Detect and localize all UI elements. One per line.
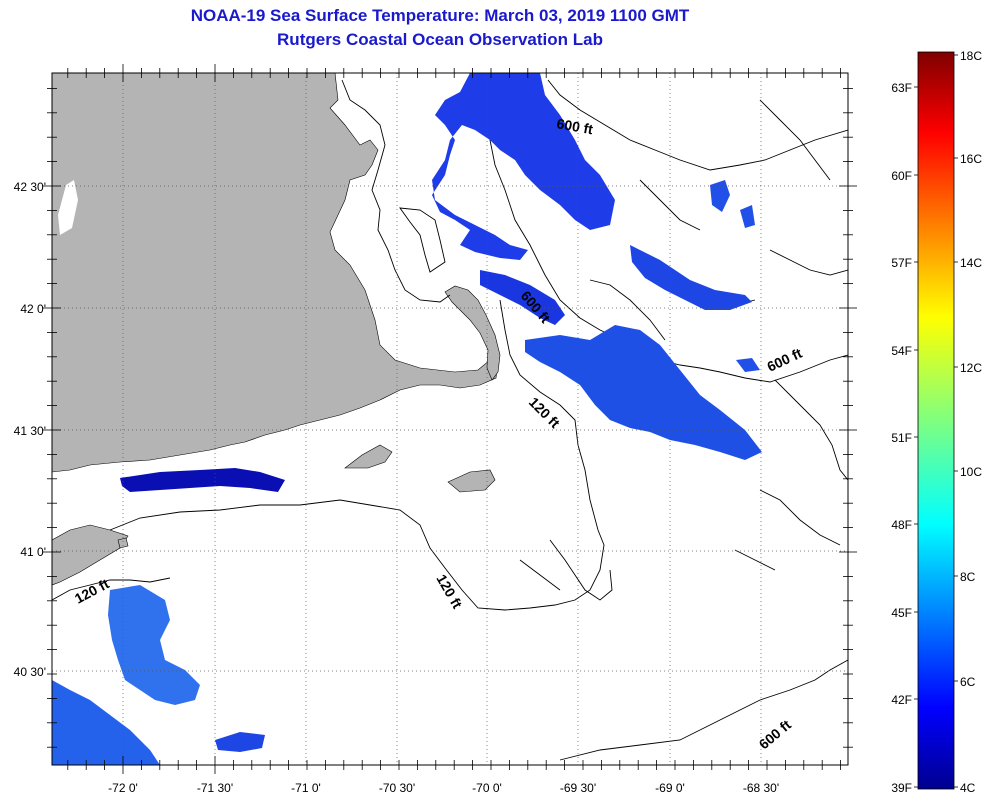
sst-patch-georges-north bbox=[525, 325, 762, 460]
cb-label-c: 10C bbox=[960, 465, 982, 479]
lon-label: -68 30' bbox=[743, 781, 779, 795]
sst-patch-nantucket-sound bbox=[120, 468, 285, 492]
sst-patch-gulf-of-maine-mid bbox=[480, 270, 565, 325]
colorbar-scale bbox=[917, 51, 955, 790]
cb-label-c: 12C bbox=[960, 361, 982, 375]
lon-label: -72 0' bbox=[108, 781, 138, 795]
map-title: NOAA-19 Sea Surface Temperature: March 0… bbox=[190, 6, 690, 25]
land-marthas-vineyard bbox=[344, 444, 393, 469]
colorbar-ticks bbox=[914, 54, 958, 788]
lat-label: 41 0' bbox=[20, 545, 46, 559]
cb-label-f: 39F bbox=[891, 781, 912, 795]
land-block-island bbox=[117, 537, 129, 549]
colorbar-celsius-labels: 18C 16C 14C 12C 10C 8C 6C 4C bbox=[960, 49, 982, 795]
contour-label-600ft-1: 600 ft bbox=[555, 115, 594, 137]
cb-label-c: 4C bbox=[960, 781, 976, 795]
sst-patch-south-small bbox=[215, 732, 265, 752]
lon-label: -69 30' bbox=[560, 781, 596, 795]
cb-label-f: 54F bbox=[891, 344, 912, 358]
lon-label: -71 30' bbox=[197, 781, 233, 795]
graticule bbox=[52, 73, 848, 765]
lon-label: -69 0' bbox=[655, 781, 685, 795]
sst-patch-southwest-upper bbox=[108, 585, 200, 705]
cb-label-c: 14C bbox=[960, 256, 982, 270]
cb-label-f: 60F bbox=[891, 169, 912, 183]
lat-label: 42 30' bbox=[14, 180, 46, 194]
sst-patch-small-east bbox=[710, 180, 730, 212]
sst-patch-small-east2 bbox=[736, 358, 760, 372]
lat-label: 41 30' bbox=[14, 424, 46, 438]
latitude-labels: 42 30' 42 0' 41 30' 41 0' 40 30' bbox=[14, 180, 46, 679]
colorbar-fahrenheit-labels: 63F 60F 57F 54F 51F 48F 45F 42F 39F bbox=[891, 81, 912, 795]
cb-label-c: 16C bbox=[960, 152, 982, 166]
land-cape-cod bbox=[444, 285, 501, 381]
map-subtitle: Rutgers Coastal Ocean Observation Lab bbox=[277, 30, 603, 49]
cb-label-f: 45F bbox=[891, 606, 912, 620]
longitude-labels: -72 0' -71 30' -71 0' -70 30' -70 0' -69… bbox=[108, 781, 779, 795]
cb-label-f: 48F bbox=[891, 518, 912, 532]
land-lake bbox=[58, 180, 78, 235]
lon-label: -70 0' bbox=[472, 781, 502, 795]
axis-ticks bbox=[43, 64, 857, 774]
colorbar: 63F 60F 57F 54F 51F 48F 45F 42F 39F 18C … bbox=[891, 49, 982, 795]
cb-label-f: 63F bbox=[891, 81, 912, 95]
map-border bbox=[51, 72, 849, 766]
sst-patch-east bbox=[630, 245, 752, 310]
sst-patch-small-east3 bbox=[740, 205, 755, 228]
cb-label-c: 8C bbox=[960, 570, 976, 584]
lon-label: -70 30' bbox=[379, 781, 415, 795]
lat-label: 42 0' bbox=[20, 302, 46, 316]
cb-label-f: 51F bbox=[891, 431, 912, 445]
lat-label: 40 30' bbox=[14, 665, 46, 679]
sst-patch-gulf-of-maine-north bbox=[432, 73, 615, 260]
cb-label-f: 42F bbox=[891, 693, 912, 707]
sst-patches bbox=[52, 73, 762, 765]
cb-label-c: 18C bbox=[960, 49, 982, 63]
lon-label: -71 0' bbox=[291, 781, 321, 795]
cb-label-c: 6C bbox=[960, 675, 976, 689]
land-nantucket bbox=[447, 469, 496, 493]
cb-label-f: 57F bbox=[891, 256, 912, 270]
sst-patch-southwest bbox=[52, 680, 160, 765]
